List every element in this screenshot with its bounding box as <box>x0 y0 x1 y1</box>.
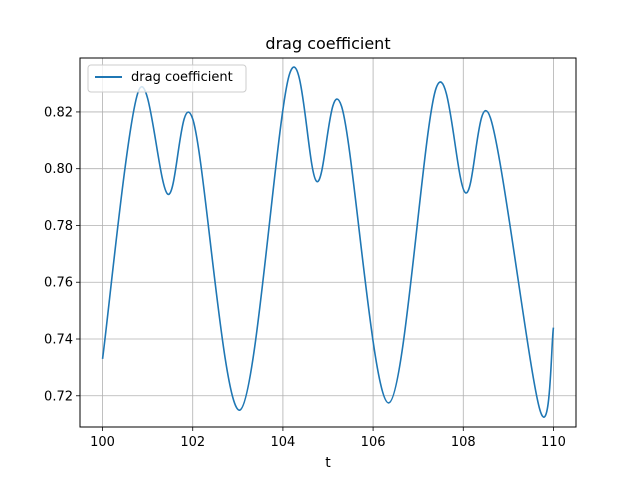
x-tick-label: 102 <box>180 435 205 450</box>
series-layer <box>101 66 555 418</box>
legend-entry-drag-coefficient: drag coefficient <box>131 70 233 85</box>
x-tick-label: 108 <box>451 435 476 450</box>
x-tick-label: 104 <box>270 435 295 450</box>
x-tick-label: 110 <box>541 435 566 450</box>
y-tick-label: 0.74 <box>44 333 73 348</box>
chart-title: drag coefficient <box>265 34 390 53</box>
series-line-drag-coefficient <box>101 66 555 418</box>
legend-box <box>87 64 247 93</box>
x-tick-label: 106 <box>361 435 386 450</box>
legend: drag coefficient <box>87 64 247 93</box>
grid <box>80 58 576 427</box>
x-axis: 100 102 104 106 108 110 <box>90 427 566 450</box>
y-tick-label: 0.82 <box>44 105 73 120</box>
x-tick-label: 100 <box>90 435 115 450</box>
y-tick-label: 0.78 <box>44 219 73 234</box>
y-axis: 0.72 0.74 0.76 0.78 0.80 0.82 <box>44 105 80 404</box>
x-axis-label: t <box>325 455 331 471</box>
y-tick-label: 0.76 <box>44 276 73 291</box>
y-tick-label: 0.72 <box>44 389 73 404</box>
y-tick-label: 0.80 <box>44 162 73 177</box>
plot-frame <box>79 57 577 428</box>
